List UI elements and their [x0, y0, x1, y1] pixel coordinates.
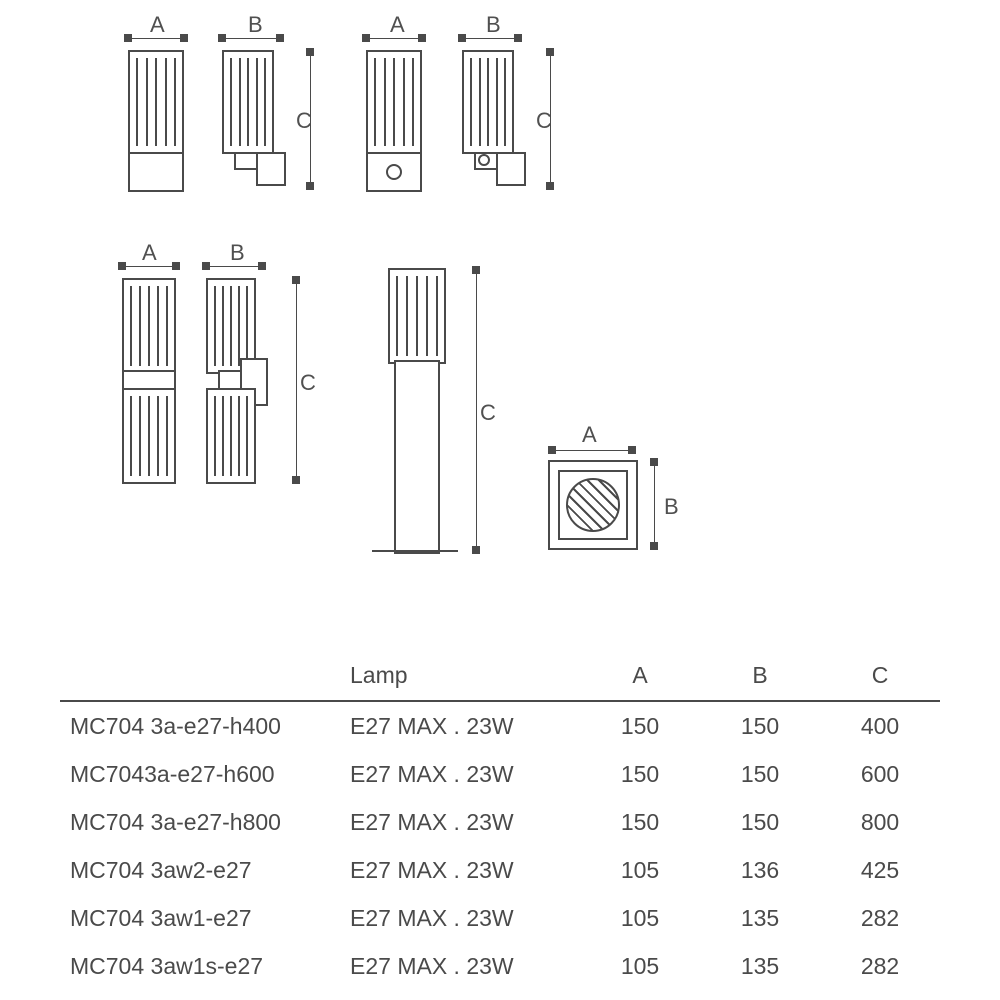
table-row: MC704 3aw1s-e27E27 MAX . 23W105135282 — [60, 942, 940, 990]
cell-b: 150 — [700, 761, 820, 788]
col-a: A — [580, 662, 700, 689]
cell-model: MC704 3aw1-e27 — [60, 905, 350, 932]
cell-lamp: E27 MAX . 23W — [350, 761, 580, 788]
cell-a: 150 — [580, 713, 700, 740]
cell-lamp: E27 MAX . 23W — [350, 809, 580, 836]
table-row: MC704 3aw1-e27E27 MAX . 23W105135282 — [60, 894, 940, 942]
spec-table: Lamp A B C MC704 3a-e27-h400E27 MAX . 23… — [60, 650, 940, 990]
cell-model: MC7043a-e27-h600 — [60, 761, 350, 788]
cell-c: 425 — [820, 857, 940, 884]
cell-a: 150 — [580, 761, 700, 788]
cell-b: 135 — [700, 953, 820, 980]
label-b: B — [248, 12, 263, 38]
cell-a: 105 — [580, 905, 700, 932]
cell-a: 150 — [580, 809, 700, 836]
table-row: MC704 3a-e27-h800E27 MAX . 23W150150800 — [60, 798, 940, 846]
cell-lamp: E27 MAX . 23W — [350, 857, 580, 884]
table-row: MC704 3aw2-e27E27 MAX . 23W105136425 — [60, 846, 940, 894]
table-row: MC7043a-e27-h600E27 MAX . 23W150150600 — [60, 750, 940, 798]
cell-c: 282 — [820, 905, 940, 932]
cell-c: 282 — [820, 953, 940, 980]
cell-a: 105 — [580, 953, 700, 980]
diagram-area: A B C A B C A — [0, 0, 1000, 600]
cell-b: 135 — [700, 905, 820, 932]
cell-c: 800 — [820, 809, 940, 836]
cell-lamp: E27 MAX . 23W — [350, 905, 580, 932]
cell-lamp: E27 MAX . 23W — [350, 713, 580, 740]
table-header: Lamp A B C — [60, 650, 940, 702]
col-c: C — [820, 662, 940, 689]
col-lamp: Lamp — [350, 662, 580, 689]
cell-b: 150 — [700, 713, 820, 740]
cell-b: 150 — [700, 809, 820, 836]
label-a: A — [150, 12, 165, 38]
cell-c: 600 — [820, 761, 940, 788]
cell-model: MC704 3a-e27-h400 — [60, 713, 350, 740]
cell-b: 136 — [700, 857, 820, 884]
cell-lamp: E27 MAX . 23W — [350, 953, 580, 980]
cell-a: 105 — [580, 857, 700, 884]
cell-model: MC704 3a-e27-h800 — [60, 809, 350, 836]
cell-model: MC704 3aw1s-e27 — [60, 953, 350, 980]
cell-c: 400 — [820, 713, 940, 740]
table-row: MC704 3a-e27-h400E27 MAX . 23W150150400 — [60, 702, 940, 750]
col-b: B — [700, 662, 820, 689]
cell-model: MC704 3aw2-e27 — [60, 857, 350, 884]
